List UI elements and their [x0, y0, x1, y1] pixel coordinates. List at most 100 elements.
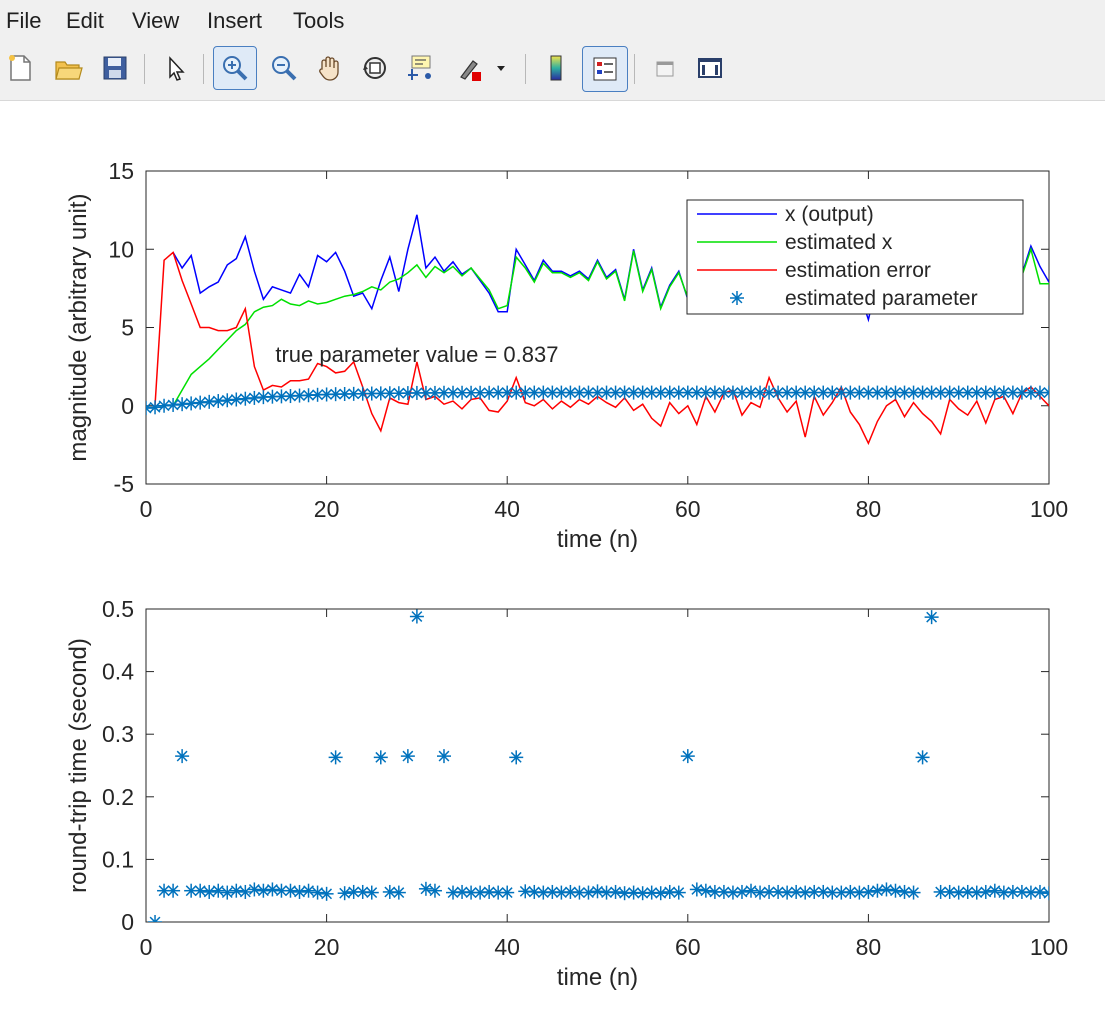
- data-point: [211, 883, 226, 898]
- menu-bar: File Edit View Insert Tools: [0, 0, 1105, 42]
- data-point: [427, 385, 442, 400]
- save-button[interactable]: [97, 50, 133, 86]
- menu-tools[interactable]: Tools: [293, 8, 345, 33]
- menu-view[interactable]: View: [132, 8, 180, 33]
- asterisk-stroke: [266, 391, 278, 403]
- legend-button[interactable]: [582, 46, 628, 92]
- brush-menu-button[interactable]: [490, 50, 512, 86]
- series-line-estimation-error: [154, 251, 1049, 446]
- y-tick-label: 0.3: [102, 721, 134, 747]
- asterisk-stroke: [411, 611, 423, 622]
- asterisk-stroke: [790, 886, 802, 898]
- x-tick-label: 40: [494, 496, 520, 522]
- menu-edit[interactable]: Edit: [66, 8, 104, 33]
- data-point: [292, 388, 307, 403]
- asterisk-stroke: [980, 387, 992, 399]
- data-point: [247, 882, 262, 897]
- data-point: [193, 395, 208, 410]
- asterisk-stroke: [528, 886, 540, 898]
- data-point: [653, 886, 668, 901]
- legend-label: estimation error: [785, 259, 931, 282]
- x-tick-label: 0: [140, 496, 153, 522]
- data-point: [283, 883, 298, 898]
- new-file-icon: [9, 55, 31, 81]
- asterisk-stroke: [330, 751, 342, 763]
- asterisk-stroke: [420, 883, 432, 895]
- asterisk-stroke: [890, 387, 901, 399]
- show-plot-tools-button[interactable]: [692, 50, 728, 86]
- data-point: [337, 886, 352, 901]
- data-point: [373, 750, 388, 765]
- asterisk-stroke: [736, 387, 748, 399]
- asterisk-stroke: [691, 387, 703, 399]
- asterisk-stroke: [826, 887, 838, 899]
- asterisk-stroke: [899, 886, 910, 898]
- asterisk-stroke: [402, 750, 414, 762]
- asterisk-stroke: [348, 388, 360, 400]
- series-points: [148, 609, 1049, 922]
- menu-file[interactable]: File: [6, 8, 42, 33]
- asterisk-stroke: [303, 885, 314, 897]
- y-tick-label: -5: [114, 471, 134, 497]
- asterisk-stroke: [628, 887, 640, 899]
- asterisk-stroke: [908, 887, 919, 899]
- new-figure-button[interactable]: [2, 50, 38, 86]
- hand-pan-icon: [319, 56, 339, 81]
- data-point: [608, 385, 623, 400]
- x-axis-label: time (n): [557, 964, 638, 991]
- zoom-out-button[interactable]: [266, 50, 302, 86]
- asterisk-stroke: [158, 885, 170, 897]
- asterisk-stroke: [808, 886, 820, 898]
- data-point: [545, 884, 560, 899]
- data-point: [346, 386, 361, 401]
- asterisk-stroke: [456, 886, 468, 898]
- hide-plot-tools-button[interactable]: [647, 50, 683, 86]
- asterisk-stroke: [1007, 886, 1019, 898]
- asterisk-stroke: [871, 387, 883, 399]
- asterisk-stroke: [153, 916, 161, 922]
- asterisk-stroke: [790, 387, 802, 399]
- asterisk-stroke: [429, 387, 441, 399]
- y-tick-label: 0.2: [102, 784, 134, 810]
- asterisk-stroke: [601, 387, 612, 399]
- asterisk-stroke: [971, 387, 983, 399]
- asterisk-stroke: [501, 887, 513, 899]
- plot-tools-window-icon: [698, 58, 722, 78]
- asterisk-stroke: [564, 886, 576, 898]
- asterisk-stroke: [700, 885, 712, 897]
- y-tick-label: 0.1: [102, 846, 134, 872]
- asterisk-stroke: [564, 387, 576, 399]
- data-point: [364, 885, 379, 900]
- rotate-3d-button[interactable]: [357, 50, 393, 86]
- data-point: [175, 397, 190, 412]
- select-pointer-button[interactable]: [157, 50, 193, 86]
- asterisk-stroke: [998, 887, 1010, 899]
- y-axis-label: round-trip time (second): [65, 638, 92, 893]
- asterisk-stroke: [772, 387, 784, 399]
- y-tick-label: 10: [108, 236, 134, 262]
- asterisk-stroke: [646, 887, 658, 899]
- data-point: [1005, 884, 1020, 899]
- data-point: [220, 393, 235, 408]
- asterisk-stroke: [989, 885, 1001, 897]
- data-cursor-button[interactable]: [403, 50, 439, 86]
- data-point: [373, 386, 388, 401]
- asterisk-stroke: [248, 884, 260, 895]
- zoom-in-button[interactable]: [213, 46, 257, 90]
- asterisk-stroke: [592, 387, 603, 399]
- asterisk-stroke: [555, 887, 567, 899]
- asterisk-stroke: [366, 887, 378, 899]
- asterisk-stroke: [176, 398, 188, 410]
- pan-button[interactable]: [311, 50, 347, 86]
- menu-insert[interactable]: Insert: [207, 8, 263, 33]
- asterisk-stroke: [926, 611, 938, 623]
- asterisk-stroke: [294, 886, 305, 898]
- brush-button[interactable]: [450, 50, 486, 86]
- asterisk-stroke: [673, 387, 685, 399]
- data-point: [193, 883, 208, 898]
- asterisk-stroke: [221, 887, 233, 899]
- open-file-button[interactable]: [50, 50, 86, 86]
- asterisk-stroke: [1025, 887, 1037, 899]
- asterisk-stroke: [185, 397, 197, 409]
- colorbar-button[interactable]: [538, 50, 574, 86]
